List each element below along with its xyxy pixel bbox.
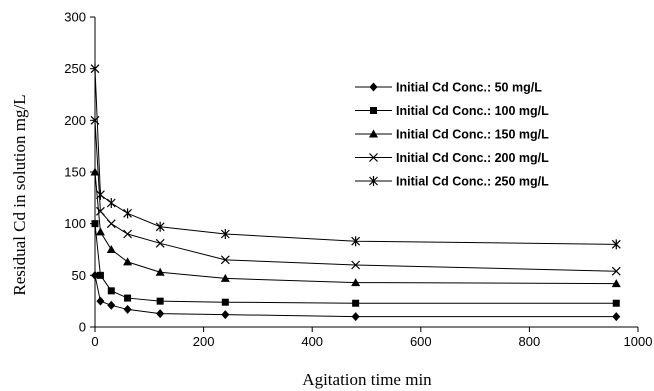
data-point: [220, 255, 230, 265]
x-tick-label: 600: [410, 334, 432, 349]
series-group: [90, 63, 621, 322]
legend-item: Initial Cd Conc.: 100 mg/L: [355, 104, 549, 118]
series-line: [94, 223, 617, 304]
data-point: [90, 167, 100, 176]
data-point: [155, 238, 165, 248]
data-point: [611, 266, 621, 276]
series-5: [90, 63, 621, 250]
x-axis: 0 200 400 600 800 1000: [91, 326, 653, 349]
data-point: [123, 304, 132, 314]
data-point: [123, 229, 133, 239]
data-point: [91, 220, 99, 228]
legend-marker: [369, 129, 378, 138]
legend-label: Initial Cd Conc.: 200 mg/L: [396, 151, 549, 165]
series-line: [94, 120, 617, 272]
data-point: [611, 279, 621, 288]
data-point: [221, 298, 229, 306]
data-point: [220, 273, 230, 282]
data-point: [351, 236, 361, 247]
data-point: [156, 297, 164, 305]
data-point: [221, 310, 230, 320]
y-tick-label: 300: [64, 10, 86, 25]
series-2: [91, 220, 620, 307]
data-point: [155, 221, 165, 232]
y-tick-label: 200: [64, 113, 86, 128]
data-point: [155, 267, 165, 276]
legend-label: Initial Cd Conc.: 50 mg/L: [396, 81, 542, 95]
legend-marker: [369, 153, 378, 162]
data-point: [351, 312, 360, 322]
data-point: [95, 227, 105, 236]
data-point: [611, 239, 621, 250]
data-point: [107, 287, 115, 295]
data-point: [612, 312, 621, 322]
series-3: [90, 167, 621, 288]
legend-marker: [369, 176, 378, 186]
legend-label: Initial Cd Conc.: 150 mg/L: [396, 128, 549, 142]
data-point: [96, 296, 105, 306]
series-4: [90, 115, 621, 276]
y-axis-title: Residual Cd in solution mg/L: [10, 94, 29, 295]
y-tick-label: 150: [64, 165, 86, 180]
data-point: [96, 271, 104, 279]
x-tick-label: 200: [193, 334, 215, 349]
y-tick-label: 250: [64, 61, 86, 76]
x-axis-title: Agitation time min: [302, 370, 432, 389]
y-axis: 0 50 100 150 200 250 300: [64, 10, 96, 335]
data-point: [96, 206, 105, 216]
legend-label: Initial Cd Conc.: 250 mg/L: [396, 175, 549, 189]
legend-marker: [370, 107, 377, 114]
x-tick-label: 1000: [624, 334, 653, 349]
legend-marker: [369, 82, 378, 92]
data-point: [156, 309, 165, 319]
legend-item: Initial Cd Conc.: 200 mg/L: [355, 151, 549, 165]
data-point: [90, 63, 100, 74]
data-point: [352, 299, 360, 307]
data-point: [123, 257, 133, 266]
legend-item: Initial Cd Conc.: 50 mg/L: [355, 81, 542, 95]
data-point: [123, 208, 133, 219]
data-point: [351, 260, 361, 270]
y-tick-label: 100: [64, 216, 86, 231]
data-point: [96, 189, 105, 200]
data-point: [106, 198, 116, 208]
data-point: [107, 300, 116, 310]
data-point: [106, 245, 116, 253]
legend-label: Initial Cd Conc.: 100 mg/L: [396, 104, 549, 118]
y-tick-label: 50: [72, 268, 86, 283]
legend: Initial Cd Conc.: 50 mg/L Initial Cd Conc…: [355, 81, 549, 189]
data-point: [220, 229, 230, 239]
legend-item: Initial Cd Conc.: 250 mg/L: [355, 175, 549, 189]
data-point: [124, 294, 132, 302]
data-point: [106, 219, 116, 229]
x-tick-label: 800: [519, 334, 541, 349]
legend-item: Initial Cd Conc.: 150 mg/L: [355, 128, 549, 142]
y-tick-label: 0: [79, 320, 86, 335]
x-tick-label: 400: [301, 334, 323, 349]
x-tick-label: 0: [91, 334, 98, 349]
data-point: [612, 299, 620, 307]
data-point: [351, 278, 361, 287]
